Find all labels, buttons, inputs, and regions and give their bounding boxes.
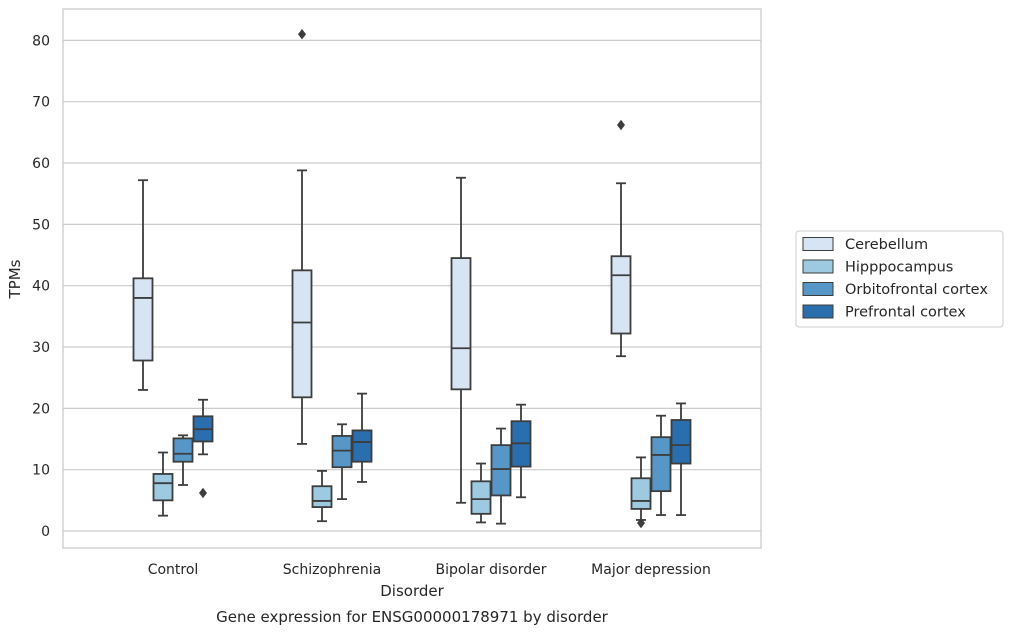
outlier-point <box>617 119 625 131</box>
box-iqr <box>311 485 333 508</box>
x-tick-label: Control <box>148 562 199 578</box>
y-axis-label: TPMs <box>6 259 24 299</box>
y-tick-label: 40 <box>32 279 50 295</box>
y-tick-label: 20 <box>32 401 50 417</box>
box-series <box>132 29 692 529</box>
box-iqr <box>152 473 174 502</box>
box-iqr <box>650 436 672 493</box>
x-tick-labels: Control Schizophrenia Bipolar disorder Majo… <box>148 562 711 578</box>
plot-frame <box>62 8 762 549</box>
box-iqr <box>490 444 512 497</box>
legend-label: Hipppocampus <box>845 260 953 276</box>
x-tick-label: Schizophrenia <box>283 562 381 578</box>
box-iqr <box>331 435 353 469</box>
legend-swatch <box>802 259 834 274</box>
y-tick-label: 70 <box>32 95 50 111</box>
box-iqr <box>670 419 692 465</box>
box-prefrontal-cortex-2 <box>510 403 532 499</box>
box-cerebellum-1 <box>291 29 313 445</box>
box-cerebellum-0 <box>132 179 154 391</box>
box-iqr <box>450 257 472 391</box>
box-prefrontal-cortex-3 <box>670 402 692 516</box>
y-tick-label: 80 <box>32 33 50 49</box>
legend-swatch <box>802 304 834 319</box>
box-prefrontal-cortex-0 <box>192 398 214 499</box>
box-iqr <box>172 437 194 463</box>
box-iqr <box>291 269 313 399</box>
chart-title: Gene expression for ENSG00000178971 by d… <box>216 608 609 626</box>
legend: Cerebellum Hipppocampus Orbitofrontal cort… <box>795 230 1004 328</box>
x-tick-label: Major depression <box>591 562 711 578</box>
outlier-point <box>637 517 645 529</box>
box-cerebellum-3 <box>610 119 632 358</box>
box-prefrontal-cortex-1 <box>351 392 373 483</box>
box-hipppocampus-1 <box>311 469 333 523</box>
legend-swatch <box>802 282 834 296</box>
box-orbitofrontal-cortex-3 <box>650 414 672 516</box>
y-tick-label: 60 <box>32 156 50 172</box>
x-axis-label: Disorder <box>380 582 444 600</box>
legend-label: Orbitofrontal cortex <box>845 282 988 298</box>
legend-label: Cerebellum <box>845 237 928 253</box>
legend-label: Prefrontal cortex <box>845 305 966 321</box>
box-orbitofrontal-cortex-2 <box>490 427 512 525</box>
box-iqr <box>630 477 652 510</box>
outlier-point <box>199 487 207 499</box>
box-orbitofrontal-cortex-0 <box>172 434 194 486</box>
grid-lines <box>63 39 761 532</box>
box-cerebellum-2 <box>450 176 472 504</box>
box-iqr <box>351 429 373 463</box>
legend-swatch <box>802 237 834 251</box>
box-hipppocampus-0 <box>152 451 174 517</box>
y-tick-labels: 0 10 20 30 40 50 60 70 80 <box>32 33 50 540</box>
y-tick-label: 10 <box>32 463 50 479</box>
y-tick-label: 0 <box>41 524 50 540</box>
box-hipppocampus-3 <box>630 456 652 529</box>
box-iqr <box>470 480 492 515</box>
y-tick-label: 30 <box>32 340 50 356</box>
box-hipppocampus-2 <box>470 462 492 524</box>
box-orbitofrontal-cortex-1 <box>331 423 353 501</box>
box-iqr <box>610 255 632 335</box>
legend-frame <box>795 230 1004 328</box>
box-iqr <box>132 277 154 362</box>
x-tick-label: Bipolar disorder <box>435 562 546 578</box>
outlier-point <box>298 29 306 40</box>
y-tick-label: 50 <box>32 217 50 233</box>
